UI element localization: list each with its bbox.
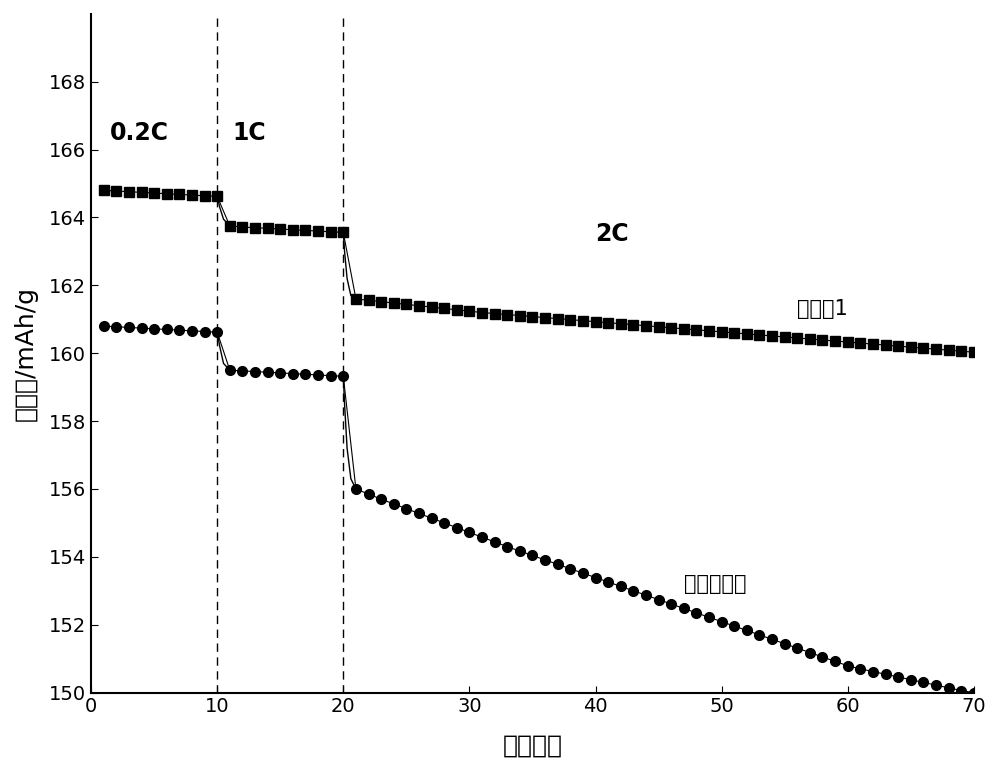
- Text: 1C: 1C: [232, 120, 266, 145]
- X-axis label: 循环次数: 循环次数: [502, 733, 562, 757]
- Text: 2C: 2C: [596, 223, 629, 247]
- Text: 对比实施例: 对比实施例: [684, 574, 746, 594]
- Text: 实施例1: 实施例1: [797, 299, 848, 319]
- Y-axis label: 比容量/mAh/g: 比容量/mAh/g: [14, 286, 38, 421]
- Text: 0.2C: 0.2C: [110, 120, 169, 145]
